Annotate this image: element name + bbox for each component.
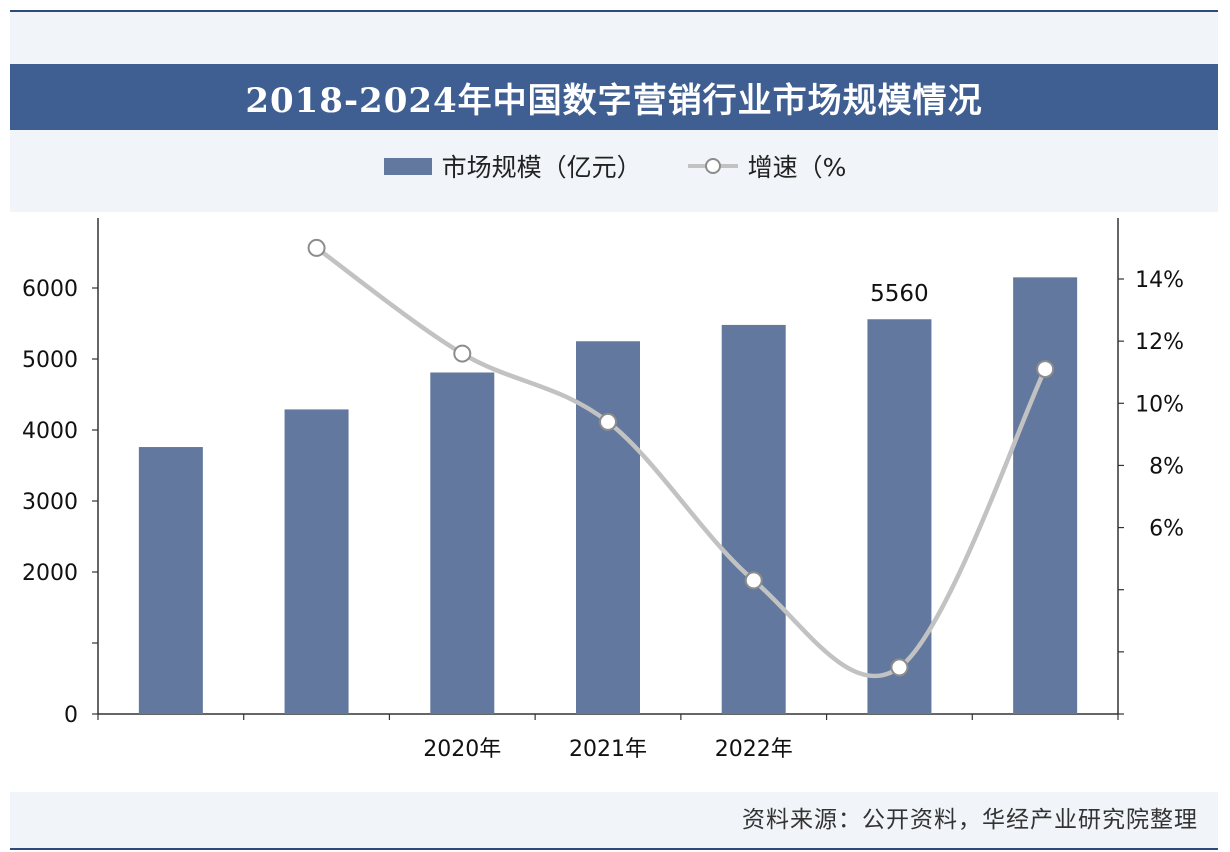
legend-line-swatch	[687, 158, 738, 174]
growth-line-marker	[1036, 360, 1055, 379]
growth-line-marker	[453, 344, 472, 363]
x-axis-category-label: 2021年	[569, 737, 647, 762]
growth-line-marker	[744, 571, 763, 590]
right-axis-tick-label: 12%	[1135, 330, 1184, 355]
source-note: 资料来源：公开资料，华经产业研究院整理	[742, 807, 1198, 833]
bar-data-label: 5560	[870, 281, 929, 307]
bar	[430, 372, 495, 714]
growth-line-marker	[599, 412, 617, 431]
left-axis-tick-label: 5000	[22, 348, 78, 373]
left-axis-tick-label: 2000	[22, 561, 78, 586]
growth-line-marker	[307, 238, 326, 257]
bar	[721, 324, 786, 714]
legend-bar-swatch	[383, 157, 432, 175]
title-bar: 2018-2024年中国数字营销行业市场规模情况	[10, 64, 1218, 130]
bar	[576, 341, 640, 714]
left-axis-tick-label: 3000	[22, 490, 78, 515]
left-axis-tick-label: 0	[64, 703, 78, 728]
left-axis-tick-label: 6000	[22, 277, 78, 302]
legend-item-bar: 市场规模（亿元）	[383, 148, 642, 184]
growth-line-marker	[890, 658, 909, 677]
legend-bar-label: 市场规模（亿元）	[441, 153, 642, 182]
legend-line-label: 增速（%	[747, 153, 847, 182]
x-axis-category-label: 2022年	[715, 737, 793, 762]
right-axis-tick-label: 6%	[1149, 517, 1184, 542]
left-axis-tick-label: 4000	[22, 419, 78, 444]
right-axis-tick-label: 8%	[1149, 454, 1184, 479]
legend: 市场规模（亿元） 增速（%	[0, 142, 1230, 190]
bar	[867, 319, 932, 714]
right-axis-tick-label: 14%	[1135, 268, 1184, 293]
legend-item-line: 增速（%	[687, 148, 847, 184]
x-axis-category-label: 2020年	[423, 737, 501, 762]
bar	[284, 409, 349, 714]
bar	[1013, 277, 1078, 714]
right-axis-tick-label: 10%	[1135, 392, 1184, 417]
growth-line	[314, 245, 1048, 679]
bar	[138, 447, 203, 714]
chart-title: 2018-2024年中国数字营销行业市场规模情况	[245, 80, 983, 121]
